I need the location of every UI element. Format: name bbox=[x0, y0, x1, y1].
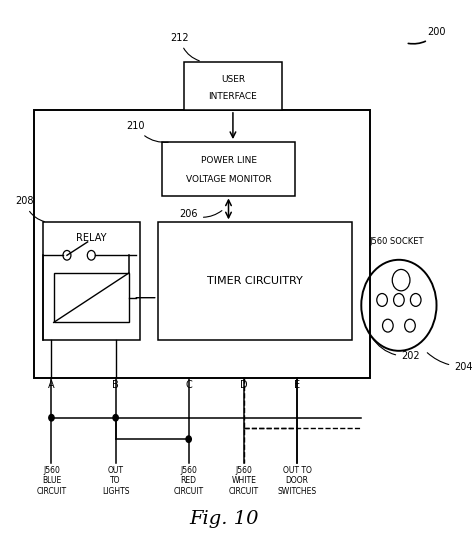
Text: J560
RED
CIRCUIT: J560 RED CIRCUIT bbox=[173, 466, 204, 496]
Text: 210: 210 bbox=[126, 121, 168, 142]
Text: J560
WHITE
CIRCUIT: J560 WHITE CIRCUIT bbox=[229, 466, 259, 496]
Text: 202: 202 bbox=[372, 337, 420, 361]
Text: POWER LINE: POWER LINE bbox=[201, 156, 256, 165]
Text: E: E bbox=[294, 380, 300, 390]
Bar bbox=[34, 110, 370, 378]
Text: INTERFACE: INTERFACE bbox=[209, 92, 257, 101]
Text: B: B bbox=[112, 380, 119, 390]
Bar bbox=[158, 222, 353, 340]
Text: D: D bbox=[240, 380, 248, 390]
Circle shape bbox=[186, 436, 191, 443]
Text: RELAY: RELAY bbox=[76, 233, 107, 243]
Text: OUT
TO
LIGHTS: OUT TO LIGHTS bbox=[102, 466, 129, 496]
Text: OUT TO
DOOR
SWITCHES: OUT TO DOOR SWITCHES bbox=[278, 466, 317, 496]
Text: TIMER CIRCUITRY: TIMER CIRCUITRY bbox=[207, 276, 303, 286]
Text: 212: 212 bbox=[171, 33, 199, 61]
Text: 200: 200 bbox=[408, 27, 446, 44]
Text: J560
BLUE
CIRCUIT: J560 BLUE CIRCUIT bbox=[36, 466, 66, 496]
Circle shape bbox=[49, 414, 54, 421]
Bar bbox=[184, 62, 282, 110]
Text: 204: 204 bbox=[427, 353, 473, 372]
Text: USER: USER bbox=[221, 76, 245, 84]
Bar bbox=[54, 273, 129, 322]
Bar bbox=[43, 222, 140, 340]
Circle shape bbox=[113, 414, 118, 421]
Text: 208: 208 bbox=[16, 196, 45, 222]
Text: 206: 206 bbox=[180, 209, 222, 219]
Text: C: C bbox=[185, 380, 192, 390]
Text: VOLTAGE MONITOR: VOLTAGE MONITOR bbox=[186, 175, 271, 184]
Bar bbox=[162, 142, 295, 195]
Text: J560 SOCKET: J560 SOCKET bbox=[369, 237, 424, 246]
Text: A: A bbox=[48, 380, 55, 390]
Text: Fig. 10: Fig. 10 bbox=[189, 511, 259, 529]
